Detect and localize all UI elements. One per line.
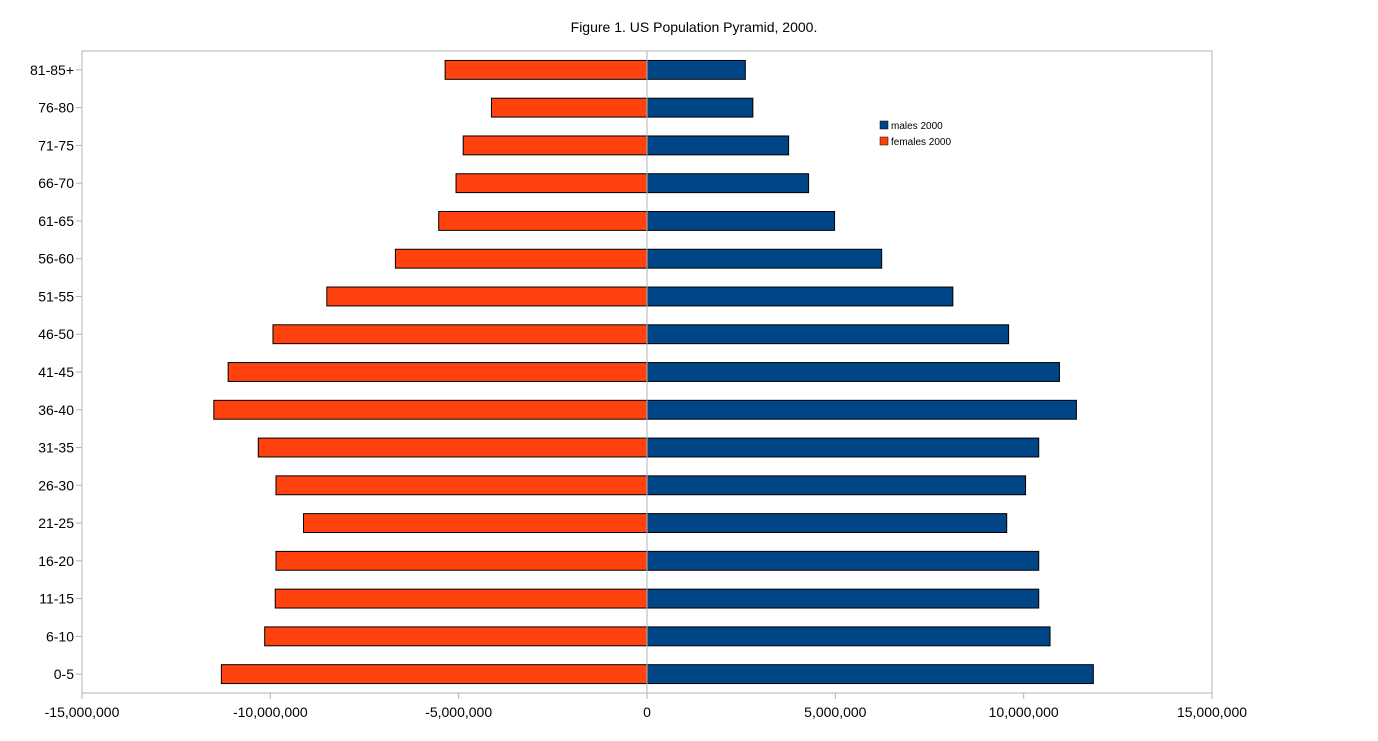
bar-males-2000-71-75 [646, 135, 790, 156]
y-tick-label: 46-50 [38, 326, 74, 342]
y-tick-label: 66-70 [38, 175, 74, 191]
bar-females-2000-66-70 [455, 173, 648, 194]
bar-females-2000-36-40 [213, 399, 648, 420]
legend-swatch-females-2000 [879, 136, 889, 146]
legend: males 2000 females 2000 [879, 120, 951, 148]
y-tick-label: 76-80 [38, 100, 74, 116]
bar-females-2000-31-35 [257, 437, 648, 458]
bar-males-2000-81-85+ [646, 59, 746, 80]
bar-females-2000-16-20 [275, 550, 648, 571]
y-tick-label: 0-5 [54, 666, 74, 682]
legend-label-males-2000: males 2000 [891, 121, 943, 132]
bar-males-2000-11-15 [646, 588, 1040, 609]
x-tick-label: 0 [643, 704, 651, 720]
y-tick-label: 6-10 [46, 628, 74, 644]
bar-males-2000-46-50 [646, 324, 1010, 345]
bar-males-2000-76-80 [646, 97, 754, 118]
bar-females-2000-11-15 [274, 588, 648, 609]
bar-males-2000-26-30 [646, 475, 1027, 496]
x-tick-label: -15,000,000 [45, 704, 120, 720]
bar-females-2000-56-60 [394, 248, 648, 269]
bar-males-2000-66-70 [646, 173, 810, 194]
x-tick-label: -10,000,000 [233, 704, 308, 720]
y-tick-label: 56-60 [38, 251, 74, 267]
y-tick-label: 11-15 [39, 591, 74, 607]
bar-males-2000-6-10 [646, 626, 1051, 647]
chart-title: Figure 1. US Population Pyramid, 2000. [571, 19, 818, 35]
y-tick-label: 36-40 [38, 402, 74, 418]
bar-males-2000-61-65 [646, 211, 836, 231]
bar-females-2000-0-5 [220, 664, 648, 685]
bar-females-2000-6-10 [264, 626, 648, 647]
bar-females-2000-26-30 [275, 475, 648, 496]
y-tick-label: 16-20 [38, 553, 74, 569]
y-tick-label: 26-30 [38, 477, 74, 493]
bar-females-2000-46-50 [272, 324, 648, 345]
x-tick-label: 10,000,000 [989, 704, 1059, 720]
bar-males-2000-36-40 [646, 399, 1077, 420]
bar-females-2000-21-25 [302, 513, 648, 534]
bar-males-2000-51-55 [646, 286, 954, 307]
y-tick-label: 81-85+ [30, 62, 74, 78]
x-tick-label: -5,000,000 [425, 704, 492, 720]
bar-males-2000-21-25 [646, 513, 1008, 534]
bar-females-2000-76-80 [490, 97, 648, 118]
bar-females-2000-81-85+ [444, 59, 648, 80]
y-axis: 0-5 6-10 11-15 16-20 21-25 26-30 31-35 36-40 41-… [30, 51, 83, 693]
y-tick-label: 21-25 [38, 515, 74, 531]
bar-males-2000-31-35 [646, 437, 1040, 458]
legend-swatch-males-2000 [879, 120, 889, 130]
bar-males-2000-0-5 [646, 664, 1094, 685]
legend-label-females-2000: females 2000 [891, 137, 951, 148]
bar-females-2000-61-65 [438, 211, 648, 231]
y-tick-label: 51-55 [38, 288, 74, 304]
y-tick-label: 31-35 [38, 440, 74, 456]
bar-males-2000-41-45 [646, 362, 1060, 382]
x-tick-label: 15,000,000 [1177, 704, 1247, 720]
bar-females-2000-51-55 [326, 286, 648, 307]
bar-males-2000-56-60 [646, 248, 883, 269]
bar-males-2000-16-20 [646, 550, 1040, 571]
x-axis: -15,000,000 -10,000,000 -5,000,000 0 5,000,0… [45, 693, 1247, 720]
x-tick-label: 5,000,000 [804, 704, 866, 720]
bars-layer [213, 59, 1094, 685]
bar-females-2000-71-75 [462, 135, 648, 156]
y-tick-label: 61-65 [38, 213, 74, 229]
bar-females-2000-41-45 [227, 362, 648, 382]
y-tick-label: 71-75 [38, 137, 74, 153]
y-tick-label: 41-45 [38, 364, 74, 380]
